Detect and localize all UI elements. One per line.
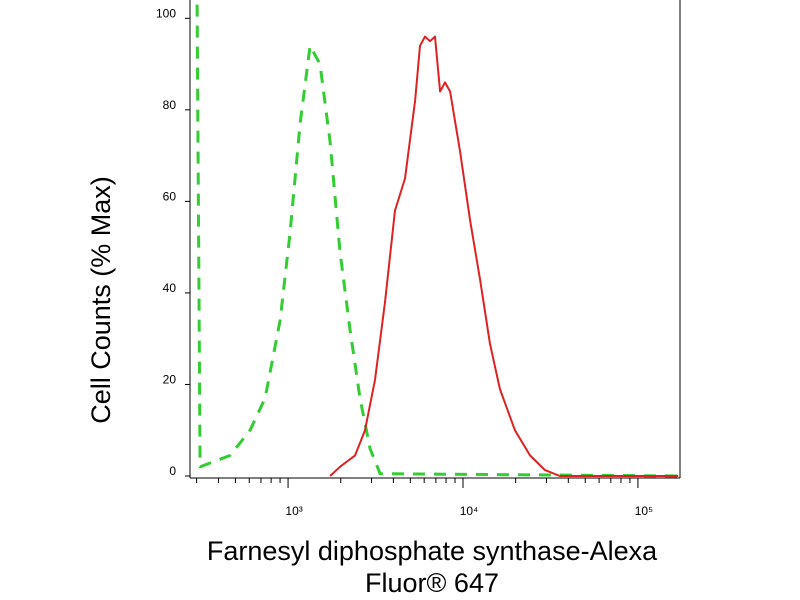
y-tick-label: 60 [163,190,177,204]
y-tick-label: 0 [169,464,176,478]
y-tick-label: 40 [163,281,177,295]
histogram-line [329,35,679,477]
plot-area [195,4,680,478]
x-tick-label: 10⁵ [635,504,653,518]
x-tick-label: 10⁴ [460,504,479,518]
x-axis-title: Farnesyl diphosphate synthase-Alexa [207,536,658,566]
y-tick-label: 100 [156,6,176,20]
y-tick-label: 20 [163,373,177,387]
histogram-line [195,4,680,478]
x-tick-label: 10³ [285,504,302,518]
y-tick-label: 80 [163,98,177,112]
y-axis-title: Cell Counts (% Max) [86,176,116,424]
x-axis-title: Fluor® 647 [365,568,499,598]
